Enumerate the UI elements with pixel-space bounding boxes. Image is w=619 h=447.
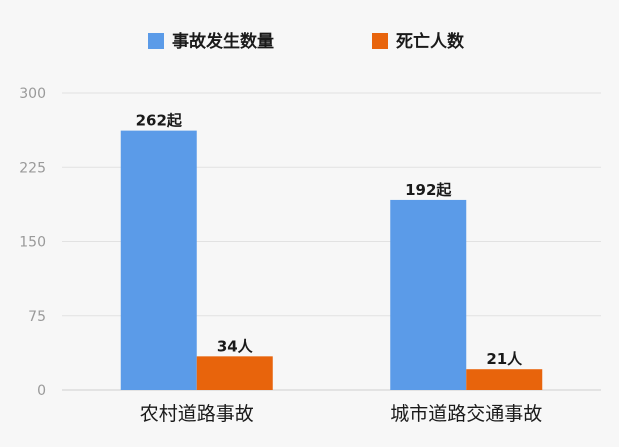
bar-0-0 — [120, 130, 197, 390]
data-label-1-0: 192起 — [405, 181, 452, 199]
bar-0-1 — [196, 356, 273, 390]
legend-label-1: 死亡人数 — [396, 31, 465, 52]
y-tick-label-1: 75 — [28, 309, 46, 325]
legend-swatch-0 — [148, 33, 164, 49]
x-category-label-1: 城市道路交通事故 — [390, 403, 542, 425]
y-tick-label-3: 225 — [19, 160, 46, 176]
y-tick-label-2: 150 — [19, 235, 46, 251]
bar-1-1 — [466, 369, 543, 390]
y-tick-label-4: 300 — [19, 86, 46, 102]
x-axis-categories: 农村道路事故 城市道路交通事故 — [140, 403, 543, 425]
legend-swatch-1 — [372, 33, 388, 49]
bar-1-0 — [390, 199, 467, 390]
bars — [120, 130, 543, 390]
y-tick-label-0: 0 — [37, 383, 46, 399]
chart-legend: 事故发生数量 死亡人数 — [148, 31, 465, 52]
data-label-0-0: 262起 — [136, 112, 183, 130]
data-label-0-1: 34人 — [217, 337, 254, 355]
data-label-1-1: 21人 — [486, 350, 523, 368]
x-category-label-0: 农村道路事故 — [140, 403, 254, 425]
y-axis-ticks: 0 75 150 225 300 — [19, 86, 46, 399]
data-labels: 262起 34人 192起 21人 — [136, 112, 524, 369]
legend-label-0: 事故发生数量 — [172, 31, 274, 52]
